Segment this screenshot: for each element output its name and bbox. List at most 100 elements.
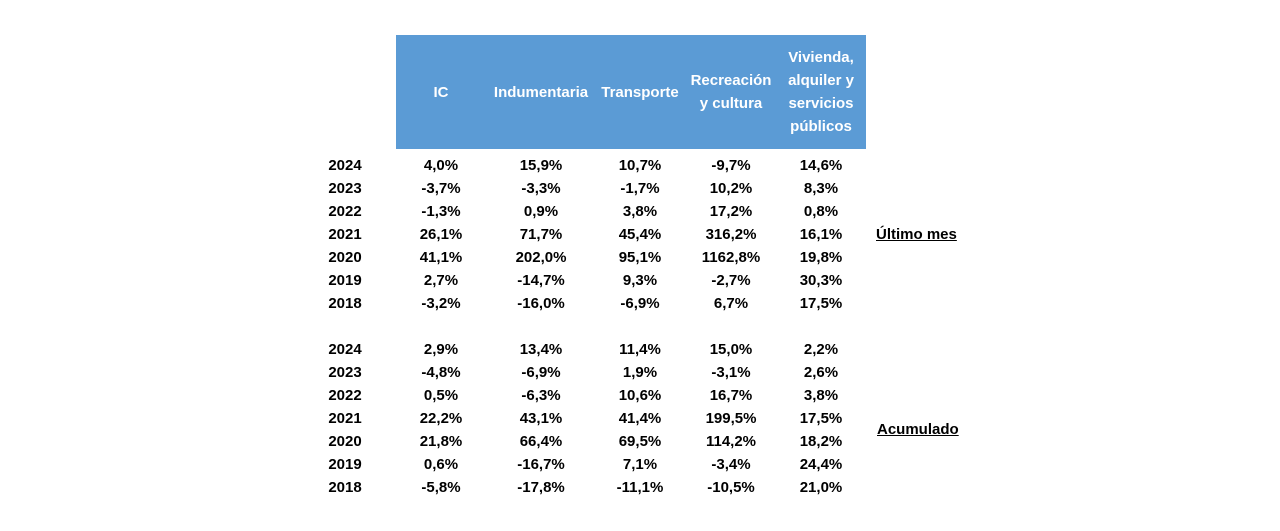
table-cell: 13,4%	[519, 341, 563, 358]
table-cell: 71,7%	[519, 226, 563, 243]
table-cell: 0,6%	[423, 456, 459, 473]
column-header-line: Vivienda,	[788, 49, 854, 66]
table-cell: 14,6%	[799, 157, 843, 174]
table-cell: 26,1%	[419, 226, 463, 243]
table-cell: 15,9%	[519, 157, 563, 174]
table-cell: -17,8%	[517, 479, 565, 496]
table-cell: -10,5%	[707, 479, 755, 496]
column-header-line: y cultura	[699, 95, 763, 112]
table-cell: -9,7%	[711, 157, 751, 174]
table-cell: 2,2%	[803, 341, 839, 358]
table-cell: 10,6%	[618, 387, 662, 404]
column-header: Recreación y cultura	[686, 35, 776, 149]
table-cell: -3,4%	[711, 456, 751, 473]
table-cell: 3,8%	[803, 387, 839, 404]
column-header-line: Transporte	[601, 83, 679, 101]
column-header-line: servicios	[788, 95, 854, 112]
table-cell: 316,2%	[705, 226, 757, 243]
row-year: 2022	[328, 203, 362, 220]
table-cell: 16,1%	[799, 226, 843, 243]
table-cell: 199,5%	[705, 410, 757, 427]
section-label: Último mes	[876, 226, 957, 243]
table-cell: -3,3%	[521, 180, 561, 197]
table-cell: -6,3%	[521, 387, 561, 404]
column-header-line: públicos	[790, 118, 852, 135]
table-cell: -5,8%	[421, 479, 461, 496]
table-cell: 2,9%	[423, 341, 459, 358]
row-year: 2021	[328, 410, 362, 427]
column-header: Indumentaria	[486, 35, 596, 149]
table-cell: 69,5%	[618, 433, 662, 450]
table-cell: 10,2%	[709, 180, 753, 197]
table-cell: 41,4%	[618, 410, 662, 427]
table-cell: 114,2%	[705, 433, 757, 450]
table-cell: 2,7%	[423, 272, 459, 289]
column-header: Vivienda, alquiler y servicios públicos	[776, 35, 866, 149]
table-cell: -14,7%	[517, 272, 565, 289]
column-header: IC	[396, 35, 486, 149]
row-year: 2019	[328, 456, 362, 473]
table-cell: 0,5%	[423, 387, 459, 404]
table-cell: 16,7%	[709, 387, 753, 404]
row-year: 2023	[328, 180, 362, 197]
column-header-line: Indumentaria	[493, 83, 589, 101]
table-cell: -1,3%	[421, 203, 461, 220]
table-cell: 19,8%	[799, 249, 843, 266]
table-cell: 0,8%	[803, 203, 839, 220]
row-year: 2021	[328, 226, 362, 243]
table-cell: -6,9%	[521, 364, 561, 381]
header-band	[396, 35, 866, 149]
table-cell: 4,0%	[423, 157, 459, 174]
column-header-line: IC	[433, 83, 449, 101]
table-cell: -16,0%	[517, 295, 565, 312]
table-cell: -4,8%	[421, 364, 461, 381]
column-header-line: alquiler y	[788, 72, 854, 89]
row-year: 2019	[328, 272, 362, 289]
table-cell: -2,7%	[711, 272, 751, 289]
table-cell: 17,2%	[709, 203, 753, 220]
section-label: Acumulado	[877, 421, 959, 438]
table-cell: 21,0%	[799, 479, 843, 496]
table-cell: -3,7%	[421, 180, 461, 197]
table-cell: 66,4%	[519, 433, 563, 450]
table-cell: 10,7%	[618, 157, 662, 174]
table-cell: 1,9%	[622, 364, 658, 381]
table-cell: 3,8%	[622, 203, 658, 220]
table-cell: 8,3%	[803, 180, 839, 197]
table-cell: -3,2%	[421, 295, 461, 312]
table-cell: 43,1%	[519, 410, 563, 427]
table-cell: 6,7%	[713, 295, 749, 312]
row-year: 2020	[328, 433, 362, 450]
table-cell: -3,1%	[711, 364, 751, 381]
table-cell: 0,9%	[523, 203, 559, 220]
table-cell: 30,3%	[799, 272, 843, 289]
table-cell: 202,0%	[515, 249, 567, 266]
table-cell: 21,8%	[419, 433, 463, 450]
table-cell: 95,1%	[618, 249, 662, 266]
table-cell: -11,1%	[616, 479, 664, 496]
row-year: 2020	[328, 249, 362, 266]
table-cell: 22,2%	[419, 410, 463, 427]
table-cell: -1,7%	[620, 180, 660, 197]
row-year: 2018	[328, 295, 362, 312]
table-cell: -6,9%	[620, 295, 660, 312]
row-year: 2022	[328, 387, 362, 404]
column-header: Transporte	[595, 35, 685, 149]
table-cell: 15,0%	[709, 341, 753, 358]
table-cell: 45,4%	[618, 226, 662, 243]
table-cell: 2,6%	[803, 364, 839, 381]
table-cell: 1162,8%	[701, 249, 761, 266]
table-cell: 9,3%	[622, 272, 658, 289]
table-cell: 17,5%	[799, 410, 843, 427]
table-cell: 18,2%	[799, 433, 843, 450]
row-year: 2024	[328, 341, 362, 358]
row-year: 2024	[328, 157, 362, 174]
row-year: 2023	[328, 364, 362, 381]
table-cell: 7,1%	[622, 456, 658, 473]
table-cell: 24,4%	[799, 456, 843, 473]
table-cell: -16,7%	[517, 456, 565, 473]
table-cell: 17,5%	[799, 295, 843, 312]
column-header-line: Recreación	[690, 72, 772, 89]
row-year: 2018	[328, 479, 362, 496]
table-cell: 41,1%	[419, 249, 463, 266]
